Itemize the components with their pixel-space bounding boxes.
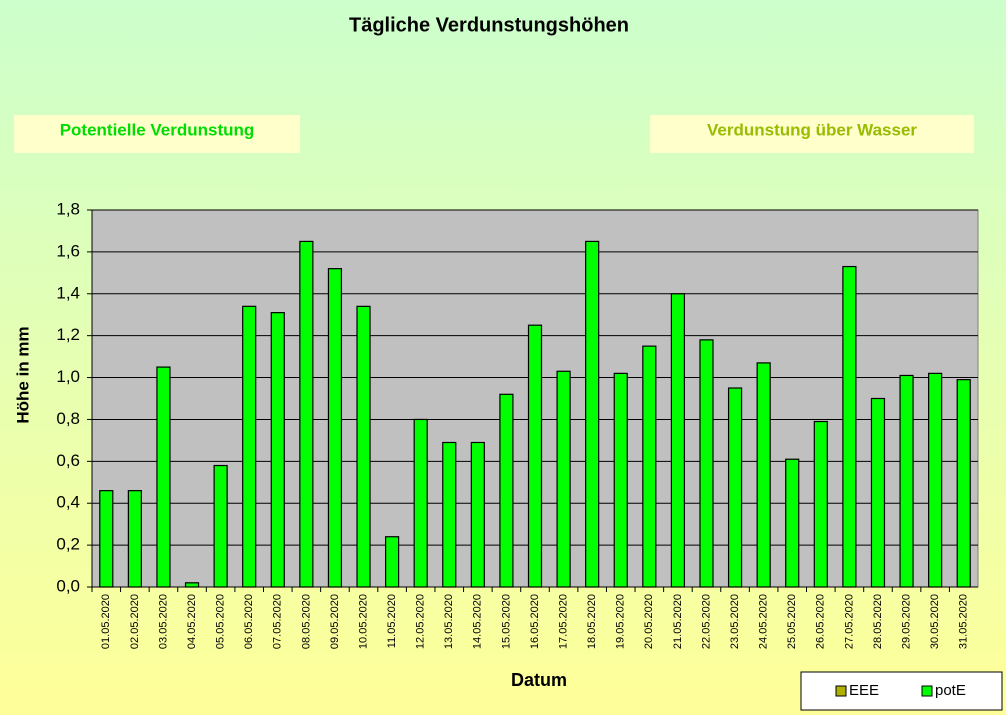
x-tick-label: 21.05.2020	[672, 594, 684, 649]
bar	[556, 370, 571, 588]
x-tick-label: 03.05.2020	[157, 594, 169, 649]
bar	[299, 240, 314, 588]
x-axis-label: Datum	[511, 670, 567, 690]
legend-swatch	[835, 685, 847, 697]
x-tick-label: 26.05.2020	[815, 594, 827, 649]
x-tick-label: 05.05.2020	[215, 594, 227, 649]
x-tick-label: 24.05.2020	[758, 594, 770, 649]
bar	[527, 324, 543, 588]
y-tick-label: 1,6	[56, 241, 80, 260]
legend-swatch	[921, 685, 933, 697]
bar	[413, 418, 428, 588]
x-tick-label: 10.05.2020	[357, 594, 369, 649]
y-tick-label: 1,4	[56, 283, 80, 302]
x-tick-label: 27.05.2020	[843, 594, 855, 649]
bar	[670, 293, 686, 588]
bar	[585, 240, 600, 588]
x-tick-label: 04.05.2020	[186, 594, 198, 649]
y-tick-label: 0,0	[56, 576, 80, 595]
bar	[699, 339, 714, 588]
bar	[213, 464, 228, 588]
bar	[327, 268, 343, 588]
x-tick-label: 25.05.2020	[786, 594, 798, 649]
x-tick-label: 19.05.2020	[615, 594, 627, 649]
x-tick-label: 30.05.2020	[929, 594, 941, 649]
y-tick-label: 0,4	[56, 493, 80, 512]
x-tick-label: 11.05.2020	[386, 594, 398, 648]
bar	[184, 582, 200, 588]
bar	[642, 345, 657, 588]
y-tick-label: 0,8	[56, 409, 80, 428]
bar	[270, 312, 285, 588]
bar	[956, 379, 971, 588]
x-tick-label: 08.05.2020	[300, 594, 312, 649]
x-tick-label: 07.05.2020	[272, 594, 284, 649]
x-tick-label: 14.05.2020	[472, 594, 484, 649]
annotation-box	[14, 115, 300, 153]
y-tick-label: 1,2	[56, 325, 80, 344]
bar	[842, 265, 857, 588]
annotation: Verdunstung über Wasser	[707, 120, 917, 139]
bar	[813, 420, 828, 588]
x-tick-label: 22.05.2020	[700, 594, 712, 649]
x-tick-label: 18.05.2020	[586, 594, 598, 649]
x-tick-label: 16.05.2020	[529, 594, 541, 649]
y-tick-label: 0,2	[56, 535, 80, 554]
bar	[470, 441, 485, 588]
bar	[928, 372, 943, 588]
x-tick-label: 15.05.2020	[500, 594, 512, 649]
legend-label: EEE	[849, 682, 879, 699]
y-tick-label: 0,6	[56, 451, 80, 470]
x-tick-label: 06.05.2020	[243, 594, 255, 649]
bar	[785, 458, 800, 588]
bar	[727, 387, 743, 588]
legend-label: potE	[935, 682, 966, 699]
x-tick-label: 17.05.2020	[557, 594, 569, 649]
bar	[356, 305, 371, 588]
bar	[242, 305, 257, 588]
bar	[384, 536, 400, 588]
bar	[613, 372, 628, 588]
x-tick-label: 13.05.2020	[443, 594, 455, 649]
x-tick-label: 09.05.2020	[329, 594, 341, 649]
y-tick-label: 1,0	[56, 367, 80, 386]
bar	[899, 374, 914, 588]
y-axis-label: Höhe in mm	[13, 326, 32, 423]
x-tick-label: 20.05.2020	[643, 594, 655, 649]
x-tick-label: 01.05.2020	[100, 594, 112, 649]
x-tick-label: 23.05.2020	[729, 594, 741, 649]
bar	[99, 490, 114, 588]
chart-title: Tägliche Verdunstungshöhen	[349, 14, 629, 36]
annotation: Potentielle Verdunstung	[60, 120, 255, 139]
x-tick-label: 31.05.2020	[958, 594, 970, 649]
bar	[870, 397, 886, 588]
bar	[756, 362, 771, 588]
y-tick-label: 1,8	[56, 199, 80, 218]
bar	[499, 393, 514, 588]
annotation-box	[650, 115, 974, 153]
x-tick-label: 28.05.2020	[872, 594, 884, 649]
bar	[156, 366, 171, 588]
bar	[127, 490, 142, 588]
bar	[442, 441, 457, 588]
x-tick-label: 29.05.2020	[900, 594, 912, 649]
legend	[800, 671, 1003, 711]
x-tick-label: 12.05.2020	[415, 594, 427, 649]
x-tick-label: 02.05.2020	[129, 594, 141, 649]
